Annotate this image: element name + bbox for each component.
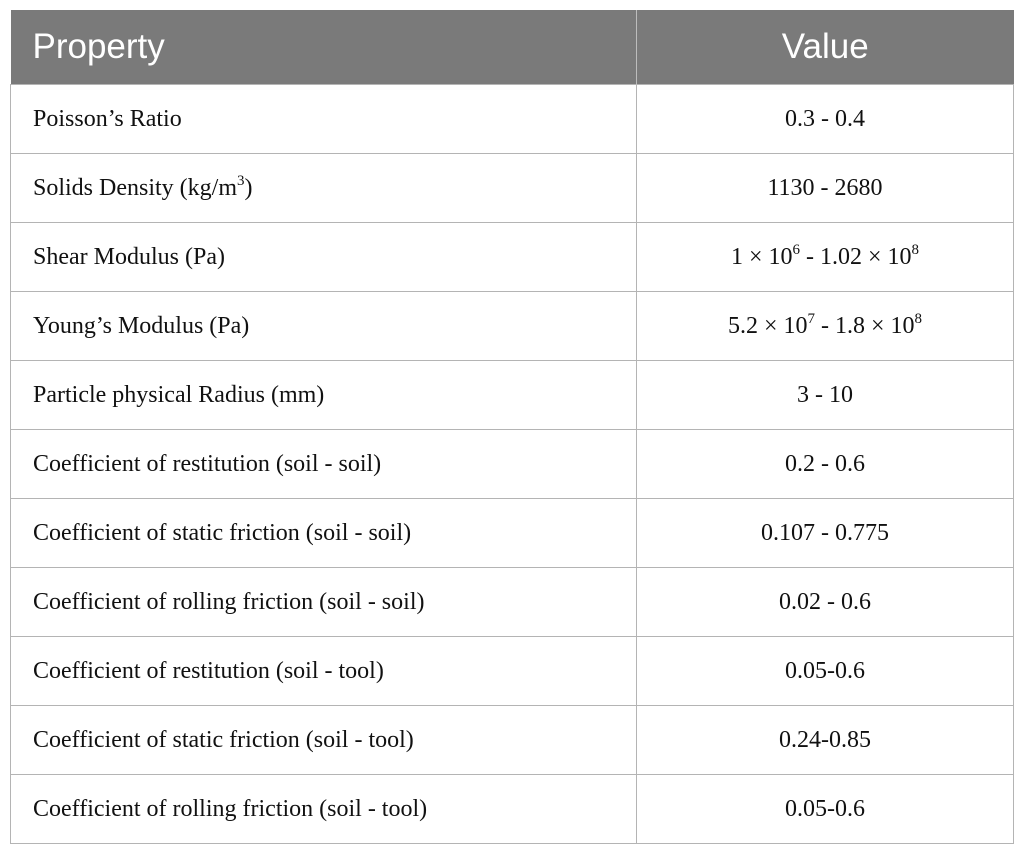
table-row: Young’s Modulus (Pa) 5.2 × 107 - 1.8 × 1… [10, 291, 1014, 361]
value-exponent-b: 8 [914, 310, 923, 327]
row-property: Coefficient of restitution (soil - tool) [10, 636, 637, 706]
row-property: Coefficient of static friction (soil - s… [10, 498, 637, 568]
row-value: 3 - 10 [636, 360, 1014, 430]
value-part-b: - 1.02 × 10 [800, 243, 912, 270]
row-value: 0.05-0.6 [636, 774, 1014, 844]
table-row: Coefficient of static friction (soil - s… [10, 498, 1014, 568]
row-property: Particle physical Radius (mm) [10, 360, 637, 430]
table-row: Coefficient of rolling friction (soil - … [10, 567, 1014, 637]
value-part-b: - 1.8 × 10 [815, 312, 915, 339]
row-value: 0.02 - 0.6 [636, 567, 1014, 637]
value-exponent-a: 7 [807, 310, 816, 327]
row-property: Shear Modulus (Pa) [10, 222, 637, 292]
table-row: Solids Density (kg/m3) 1130 - 2680 [10, 153, 1014, 223]
table-row: Coefficient of restitution (soil - soil)… [10, 429, 1014, 499]
row-value: 0.05-0.6 [636, 636, 1014, 706]
header-value: Value [636, 10, 1014, 85]
property-text-after: ) [244, 174, 253, 201]
property-table: Property Value Poisson’s Ratio 0.3 - 0.4… [10, 10, 1014, 844]
property-text: Solids Density (kg/m [33, 174, 238, 201]
row-value: 1 × 106 - 1.02 × 108 [636, 222, 1014, 292]
row-property: Coefficient of rolling friction (soil - … [10, 774, 637, 844]
table-row: Coefficient of restitution (soil - tool)… [10, 636, 1014, 706]
table-row: Poisson’s Ratio 0.3 - 0.4 [10, 84, 1014, 154]
value-exponent-b: 8 [911, 241, 920, 258]
header-property: Property [10, 10, 637, 85]
row-property: Coefficient of restitution (soil - soil) [10, 429, 637, 499]
row-value: 0.24-0.85 [636, 705, 1014, 775]
row-value: 0.3 - 0.4 [636, 84, 1014, 154]
row-value: 1130 - 2680 [636, 153, 1014, 223]
table-row: Coefficient of rolling friction (soil - … [10, 774, 1014, 844]
row-property: Solids Density (kg/m3) [10, 153, 637, 223]
row-property: Young’s Modulus (Pa) [10, 291, 637, 361]
value-exponent-a: 6 [792, 241, 801, 258]
row-property: Coefficient of static friction (soil - t… [10, 705, 637, 775]
table-row: Particle physical Radius (mm) 3 - 10 [10, 360, 1014, 430]
row-property: Poisson’s Ratio [10, 84, 637, 154]
row-value: 5.2 × 107 - 1.8 × 108 [636, 291, 1014, 361]
value-part-a: 5.2 × 10 [727, 312, 808, 339]
row-property: Coefficient of rolling friction (soil - … [10, 567, 637, 637]
property-superscript: 3 [237, 172, 245, 189]
table-row: Shear Modulus (Pa) 1 × 106 - 1.02 × 108 [10, 222, 1014, 292]
table-header-row: Property Value [10, 10, 1014, 85]
row-value: 0.2 - 0.6 [636, 429, 1014, 499]
row-value: 0.107 - 0.775 [636, 498, 1014, 568]
property-table-container: Property Value Poisson’s Ratio 0.3 - 0.4… [10, 10, 1014, 844]
value-part-a: 1 × 10 [730, 243, 793, 270]
table-row: Coefficient of static friction (soil - t… [10, 705, 1014, 775]
